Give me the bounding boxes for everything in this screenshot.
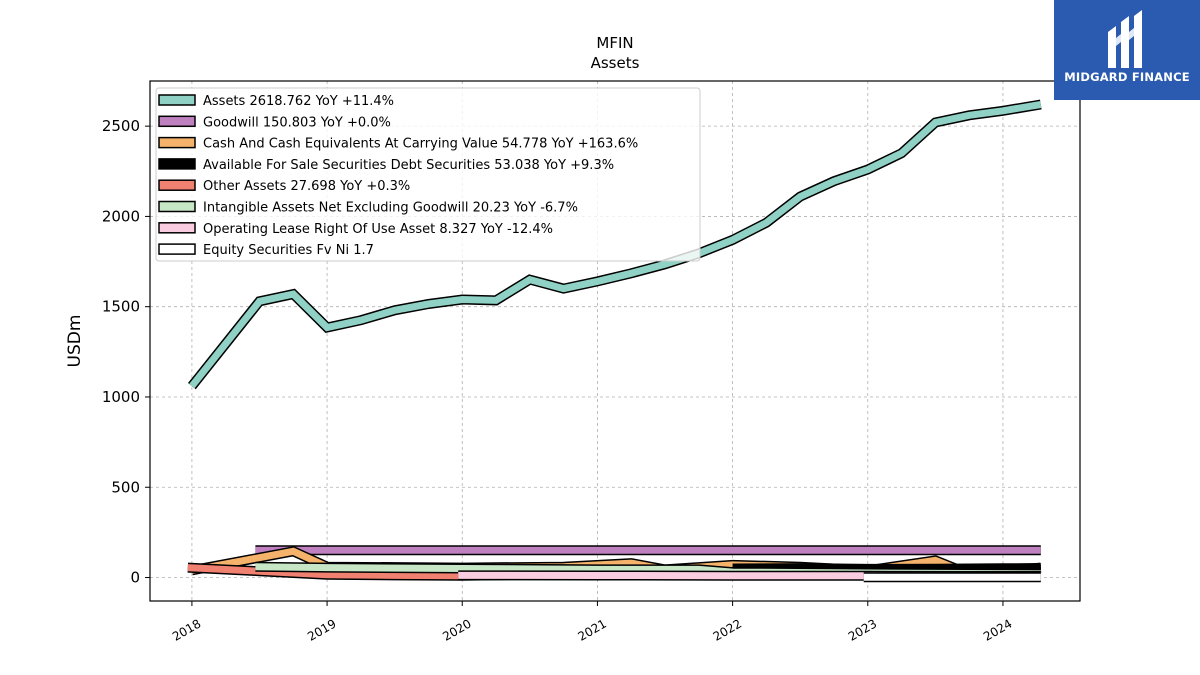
legend-label: Goodwill 150.803 YoY +0.0% bbox=[203, 115, 391, 130]
legend-swatch bbox=[158, 243, 196, 255]
y-axis-label: USDm bbox=[65, 315, 85, 368]
legend-label: Cash And Cash Equivalents At Carrying Va… bbox=[203, 137, 638, 152]
company-logo: MIDGARD FINANCE bbox=[1054, 0, 1200, 100]
y-tick-label: 1500 bbox=[102, 298, 140, 316]
y-axis: 0 500 1000 1500 2000 2500 bbox=[102, 117, 150, 587]
legend-swatch bbox=[158, 158, 196, 170]
series-layer bbox=[187, 99, 1042, 583]
logo-mark-icon bbox=[1108, 10, 1142, 68]
chart-title: MFIN bbox=[596, 34, 633, 52]
y-tick-label: 2500 bbox=[102, 117, 140, 135]
plot-frame bbox=[149, 80, 1081, 602]
legend: Assets 2618.762 YoY +11.4% Goodwill 150.8… bbox=[155, 87, 701, 262]
legend-label: Equity Securities Fv Ni 1.7 bbox=[203, 243, 374, 258]
legend-swatch bbox=[158, 200, 196, 213]
legend-swatch bbox=[158, 179, 196, 191]
y-tick-label: 500 bbox=[111, 478, 140, 496]
legend-box bbox=[155, 87, 701, 262]
legend-swatch bbox=[158, 136, 196, 149]
legend-label: Operating Lease Right Of Use Asset 8.327… bbox=[203, 222, 553, 237]
y-tick-label: 0 bbox=[130, 569, 140, 587]
legend-label: Assets 2618.762 YoY +11.4% bbox=[203, 94, 394, 109]
logo-text: MIDGARD FINANCE bbox=[1064, 70, 1190, 84]
legend-label: Intangible Assets Net Excluding Goodwill… bbox=[203, 201, 578, 216]
series-line bbox=[189, 101, 1042, 389]
chart-subtitle: Assets bbox=[591, 54, 640, 72]
legend-swatch bbox=[158, 115, 196, 128]
legend-label: Available For Sale Securities Debt Secur… bbox=[203, 158, 614, 173]
legend-label: Other Assets 27.698 YoY +0.3% bbox=[203, 179, 410, 194]
legend-swatch bbox=[158, 222, 196, 234]
y-tick-label: 2000 bbox=[102, 207, 140, 225]
y-tick-label: 1000 bbox=[102, 388, 140, 406]
legend-swatch bbox=[158, 94, 196, 106]
x-axis: 2018 2019 2020 2021 2022 2023 2024 bbox=[170, 601, 1014, 644]
